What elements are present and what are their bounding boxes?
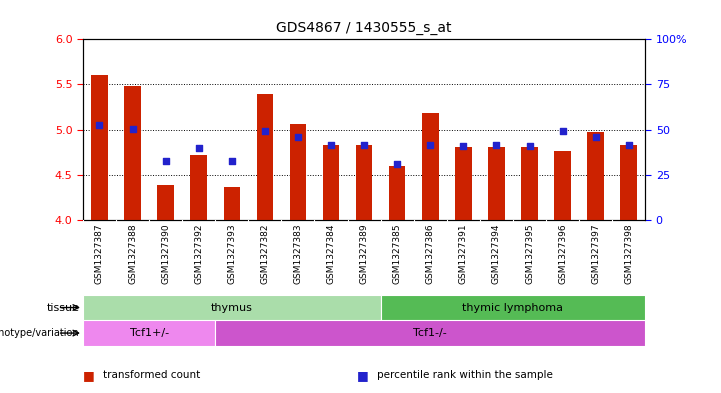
Bar <box>290 124 306 220</box>
Bar <box>588 132 604 220</box>
Text: GSM1327394: GSM1327394 <box>492 224 501 284</box>
Bar <box>488 147 505 220</box>
Text: thymic lymphoma: thymic lymphoma <box>462 303 564 312</box>
Text: Tcf1-/-: Tcf1-/- <box>413 328 447 338</box>
Text: GSM1327391: GSM1327391 <box>459 224 468 285</box>
Text: GSM1327382: GSM1327382 <box>260 224 270 284</box>
Point <box>193 145 205 151</box>
Bar <box>389 166 405 220</box>
Bar <box>124 86 141 220</box>
Bar <box>83 320 216 346</box>
Text: GSM1327385: GSM1327385 <box>393 224 402 285</box>
Bar <box>216 320 645 346</box>
Point <box>94 122 105 129</box>
Text: GSM1327390: GSM1327390 <box>161 224 170 285</box>
Point <box>425 142 436 148</box>
Bar <box>224 187 240 220</box>
Bar <box>91 75 107 220</box>
Point <box>226 158 237 164</box>
Text: ■: ■ <box>83 369 99 382</box>
Title: GDS4867 / 1430555_s_at: GDS4867 / 1430555_s_at <box>276 22 452 35</box>
Text: GSM1327392: GSM1327392 <box>194 224 203 284</box>
Point <box>392 161 403 167</box>
Point <box>623 142 634 148</box>
Point <box>358 142 370 148</box>
Bar <box>356 145 372 220</box>
Text: GSM1327398: GSM1327398 <box>624 224 633 285</box>
Point <box>458 143 469 149</box>
Bar <box>621 145 637 220</box>
Bar <box>190 155 207 220</box>
Bar <box>257 94 273 220</box>
Text: GSM1327388: GSM1327388 <box>128 224 137 285</box>
Text: GSM1327397: GSM1327397 <box>591 224 600 285</box>
Point <box>590 134 601 140</box>
Text: Tcf1+/-: Tcf1+/- <box>130 328 169 338</box>
Point <box>491 142 503 148</box>
Point <box>523 143 535 149</box>
Text: thymus: thymus <box>211 303 253 312</box>
Text: GSM1327386: GSM1327386 <box>426 224 435 285</box>
Text: tissue: tissue <box>46 303 79 312</box>
Text: GSM1327396: GSM1327396 <box>558 224 567 285</box>
Bar <box>83 295 381 320</box>
Point <box>259 127 270 134</box>
Text: transformed count: transformed count <box>103 370 200 380</box>
Text: GSM1327383: GSM1327383 <box>293 224 302 285</box>
Text: GSM1327393: GSM1327393 <box>227 224 236 285</box>
Bar <box>157 185 174 220</box>
Text: ■: ■ <box>357 369 373 382</box>
Text: GSM1327389: GSM1327389 <box>360 224 368 285</box>
Point <box>292 134 304 140</box>
Point <box>160 158 172 164</box>
Point <box>325 142 337 148</box>
Bar <box>455 147 472 220</box>
Text: GSM1327384: GSM1327384 <box>327 224 335 284</box>
Text: percentile rank within the sample: percentile rank within the sample <box>377 370 553 380</box>
Bar <box>422 114 438 220</box>
Point <box>557 129 568 135</box>
Text: GSM1327387: GSM1327387 <box>95 224 104 285</box>
Text: GSM1327395: GSM1327395 <box>525 224 534 285</box>
Bar <box>554 151 571 220</box>
Bar <box>381 295 645 320</box>
Bar <box>521 147 538 220</box>
Point <box>127 126 138 132</box>
Text: genotype/variation: genotype/variation <box>0 328 79 338</box>
Bar <box>323 145 340 220</box>
